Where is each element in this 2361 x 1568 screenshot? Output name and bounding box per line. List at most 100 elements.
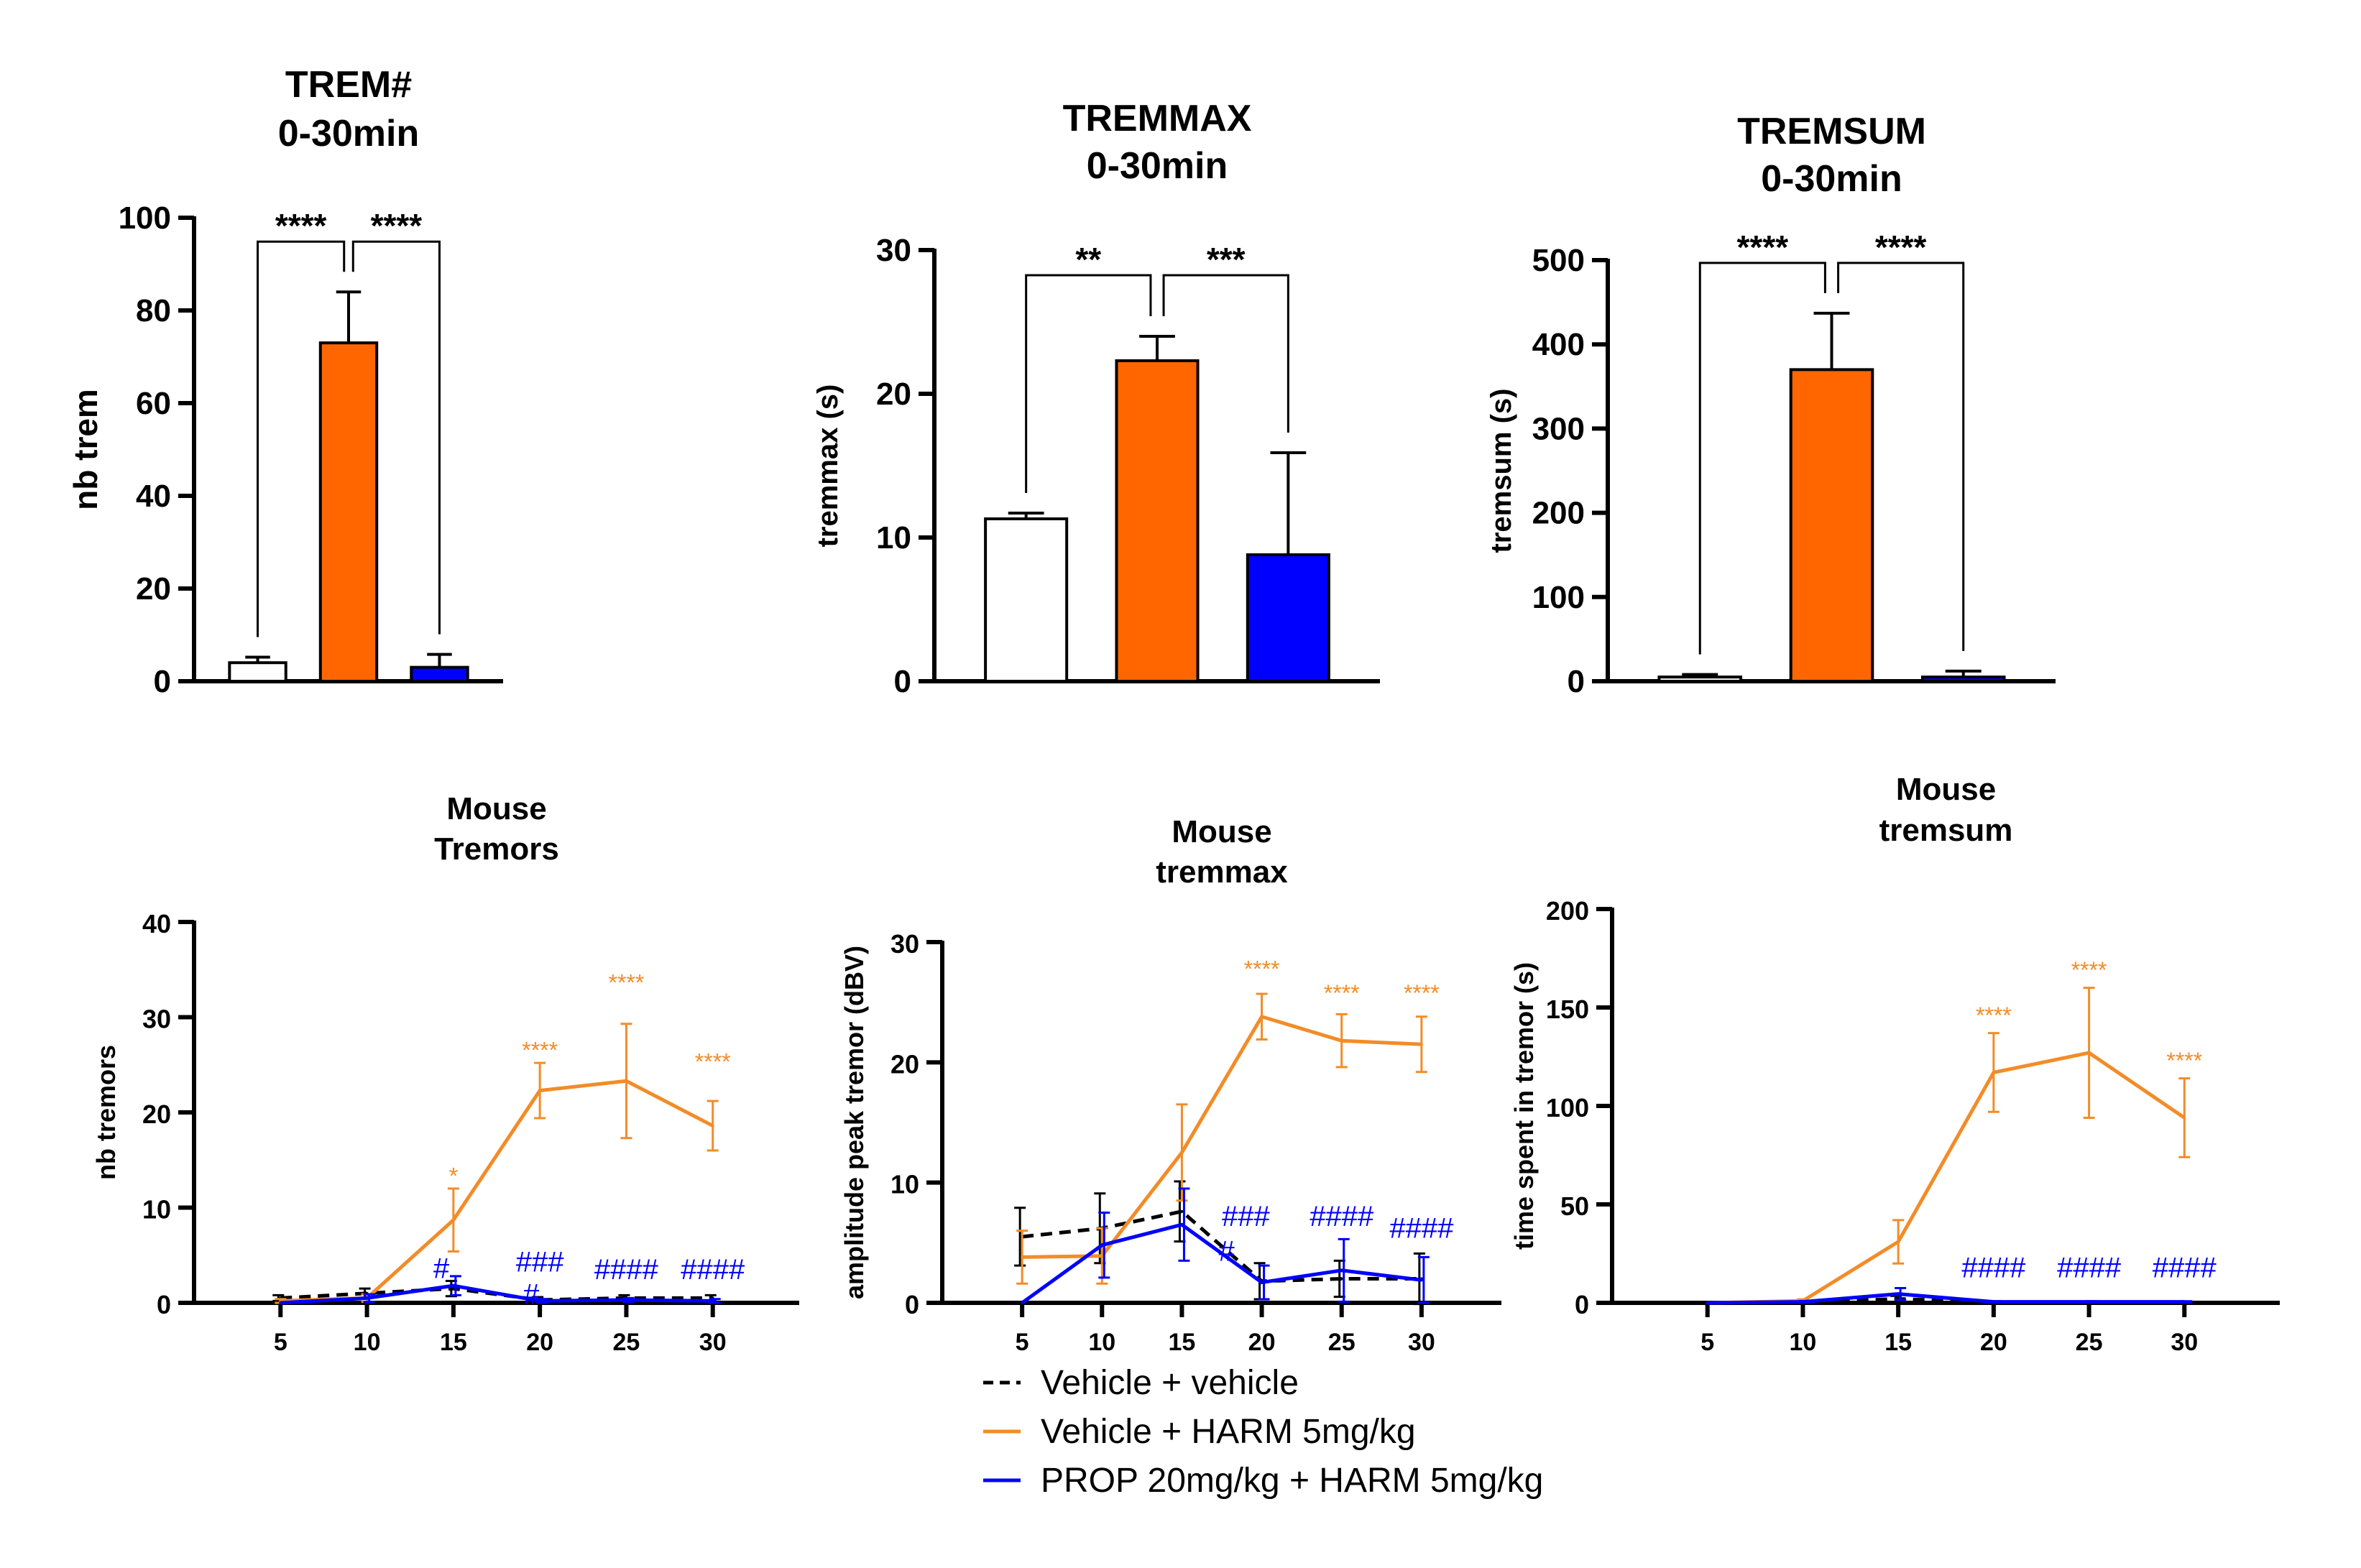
- significance-label: ****: [275, 207, 327, 244]
- x-tick-label: 25: [2076, 1329, 2103, 1356]
- line-chart-panel: Mouse tremsum 0 50 100 150 200 time spent in tr…: [1509, 772, 2280, 1356]
- data-point: [1897, 1292, 1900, 1296]
- data-point: [1260, 1015, 1264, 1018]
- data-point: [1180, 1209, 1184, 1213]
- data-point: [1992, 1071, 1995, 1074]
- data-point: [1180, 1150, 1184, 1154]
- chart-subtitle: 0-30min: [1087, 145, 1228, 187]
- y-tick-label: 10: [890, 1170, 919, 1199]
- chart-subtitle: Tremors: [434, 831, 559, 867]
- significance-annotation: ****: [1976, 1002, 2012, 1028]
- significance-annotation: ####: [1961, 1252, 2026, 1283]
- chart-title: Mouse: [446, 791, 546, 826]
- y-tick-label: 20: [890, 1049, 919, 1079]
- data-point: [365, 1296, 369, 1300]
- data-point: [451, 1218, 455, 1222]
- legend-label: PROP 20mg/kg + HARM 5mg/kg: [1041, 1462, 1543, 1500]
- significance-annotation: ####: [594, 1254, 659, 1286]
- x-tick-label: 10: [1790, 1329, 1817, 1356]
- line-chart-panel: Mouse Tremors 0 10 20 30 40 nb tremors 5 10 15 20 25…: [91, 791, 799, 1356]
- legend-label: Vehicle + HARM 5mg/kg: [1041, 1413, 1416, 1451]
- y-tick-label: 100: [1546, 1093, 1589, 1122]
- y-axis-label: nb tremors: [91, 1045, 121, 1180]
- y-tick-label: 30: [876, 233, 911, 268]
- significance-annotation: *: [449, 1163, 458, 1189]
- chart-subtitle: 0-30min: [1761, 158, 1902, 200]
- y-tick-label: 400: [1532, 327, 1585, 362]
- data-point: [2087, 1300, 2091, 1304]
- x-tick-label: 5: [1700, 1329, 1714, 1356]
- data-point: [1419, 1278, 1423, 1282]
- y-tick-label: 30: [890, 929, 919, 959]
- y-tick-label: 100: [1532, 580, 1585, 615]
- significance-bracket: [351, 240, 441, 635]
- significance-annotation: ****: [695, 1048, 731, 1074]
- significance-annotation: ###: [1222, 1201, 1270, 1232]
- x-tick-label: 20: [1980, 1329, 2007, 1356]
- line-chart-panel: Mouse tremmax 0 10 20 30 amplitude peak tremor…: [839, 814, 1501, 1356]
- series-line: [1021, 1222, 1422, 1305]
- significance-annotation: #: [523, 1278, 540, 1310]
- y-axis-label: time spent in tremor (s): [1509, 962, 1539, 1250]
- y-axis-label: amplitude peak tremor (dBV): [839, 946, 869, 1299]
- data-point: [1801, 1300, 1805, 1304]
- data-point: [1260, 1281, 1264, 1284]
- significance-annotation: ####: [1310, 1201, 1374, 1232]
- significance-annotation: ###: [516, 1246, 564, 1278]
- data-point: [1992, 1300, 1995, 1304]
- data-point: [711, 1124, 714, 1127]
- y-tick-label: 100: [119, 200, 171, 236]
- x-tick-label: 30: [699, 1329, 727, 1356]
- y-tick-label: 30: [142, 1005, 171, 1034]
- significance-annotation: ####: [1389, 1213, 1454, 1245]
- chart-title: Mouse: [1896, 772, 1996, 807]
- data-point: [711, 1299, 714, 1303]
- significance-annotation: ****: [522, 1037, 558, 1063]
- significance-annotation: ####: [2057, 1252, 2122, 1283]
- significance-label: ***: [1207, 241, 1246, 278]
- bar: [1657, 675, 1743, 683]
- y-axis-label: nb trem: [67, 389, 104, 510]
- bar: [1920, 675, 2006, 683]
- data-point: [1340, 1039, 1343, 1043]
- y-tick-label: 10: [142, 1195, 171, 1225]
- x-tick-label: 25: [613, 1329, 640, 1356]
- series-line: [1021, 1209, 1422, 1283]
- x-tick-label: 5: [1016, 1329, 1029, 1356]
- y-tick-label: 40: [136, 479, 171, 514]
- significance-bracket: [1837, 262, 1965, 651]
- significance-annotation: ****: [2166, 1048, 2202, 1074]
- y-axis-label: tremsum (s): [1486, 389, 1517, 553]
- series: [1706, 1286, 2193, 1305]
- chart-subtitle: 0-30min: [278, 113, 420, 155]
- data-point: [1419, 1043, 1423, 1046]
- x-tick-label: 5: [274, 1329, 287, 1356]
- y-tick-label: 0: [894, 664, 911, 699]
- data-point: [1100, 1243, 1104, 1247]
- y-tick-label: 200: [1532, 496, 1585, 531]
- legend: Vehicle + vehicle Vehicle + HARM 5mg/kg PR…: [983, 1364, 1543, 1500]
- x-tick-label: 15: [1169, 1329, 1196, 1356]
- significance-label: ****: [371, 207, 423, 244]
- y-tick-label: 300: [1532, 411, 1585, 446]
- series: [1021, 1187, 1430, 1305]
- significance-bracket: [1698, 262, 1826, 655]
- y-tick-label: 10: [876, 520, 911, 555]
- data-point: [2183, 1116, 2186, 1120]
- data-point: [279, 1301, 282, 1304]
- y-tick-label: 0: [1568, 664, 1585, 699]
- y-tick-label: 150: [1546, 995, 1589, 1024]
- bar-chart-panel: TREM# 0-30min 0 20 40 60 80 100 nb trem **** ****: [67, 64, 503, 699]
- significance-annotation: #: [1219, 1235, 1235, 1267]
- data-point: [451, 1284, 455, 1288]
- x-tick-label: 10: [354, 1329, 381, 1356]
- significance-annotation: ****: [2071, 957, 2107, 983]
- y-tick-label: 60: [136, 386, 171, 421]
- x-tick-label: 20: [526, 1329, 553, 1356]
- legend-label: Vehicle + vehicle: [1041, 1364, 1299, 1402]
- chart-subtitle: tremsum: [1879, 813, 2013, 848]
- bar: [1789, 368, 1874, 683]
- y-tick-label: 20: [142, 1099, 171, 1129]
- x-tick-label: 10: [1088, 1329, 1115, 1356]
